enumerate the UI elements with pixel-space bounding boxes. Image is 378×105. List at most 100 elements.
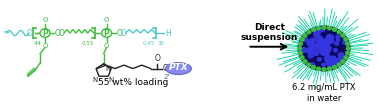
Circle shape	[320, 50, 327, 55]
Circle shape	[327, 36, 333, 41]
Circle shape	[319, 47, 325, 52]
Circle shape	[326, 59, 333, 65]
Circle shape	[303, 34, 307, 37]
Text: P: P	[104, 29, 110, 38]
Circle shape	[346, 42, 350, 45]
Text: 0.45: 0.45	[143, 41, 155, 46]
Circle shape	[301, 36, 307, 42]
Circle shape	[298, 42, 302, 45]
Text: Direct
suspension: Direct suspension	[241, 23, 298, 42]
Circle shape	[317, 39, 323, 45]
Circle shape	[307, 49, 312, 53]
Circle shape	[316, 45, 321, 49]
Circle shape	[310, 63, 314, 67]
Circle shape	[303, 60, 307, 63]
Circle shape	[320, 48, 325, 53]
Circle shape	[298, 47, 302, 50]
Circle shape	[342, 41, 346, 44]
Text: O: O	[55, 29, 61, 38]
Circle shape	[326, 46, 330, 49]
Circle shape	[300, 56, 304, 59]
Circle shape	[314, 51, 319, 56]
Circle shape	[336, 39, 340, 42]
Circle shape	[307, 39, 314, 46]
Circle shape	[307, 63, 311, 67]
Text: 30: 30	[157, 41, 164, 46]
Text: O: O	[163, 64, 169, 73]
Circle shape	[337, 57, 343, 62]
Circle shape	[323, 48, 329, 53]
Circle shape	[326, 34, 334, 41]
Text: O: O	[59, 29, 65, 38]
Circle shape	[314, 45, 319, 50]
Circle shape	[327, 47, 331, 50]
Circle shape	[346, 47, 350, 50]
Circle shape	[316, 36, 323, 42]
Circle shape	[322, 49, 327, 54]
Circle shape	[325, 52, 329, 56]
Circle shape	[321, 48, 324, 52]
Circle shape	[311, 28, 315, 31]
Circle shape	[322, 41, 327, 46]
Text: O: O	[42, 17, 48, 23]
Circle shape	[323, 46, 331, 53]
Text: 2': 2'	[164, 74, 170, 80]
Circle shape	[327, 26, 332, 30]
Circle shape	[318, 58, 321, 61]
Circle shape	[298, 26, 350, 71]
Circle shape	[331, 61, 335, 64]
Circle shape	[341, 60, 345, 63]
Circle shape	[336, 35, 340, 38]
Text: O: O	[121, 29, 126, 38]
Circle shape	[323, 47, 327, 51]
Text: N: N	[93, 77, 98, 83]
Text: PTX: PTX	[169, 63, 188, 72]
Text: O: O	[155, 54, 161, 63]
Circle shape	[333, 66, 336, 69]
Text: O: O	[26, 29, 32, 38]
Circle shape	[316, 43, 321, 47]
Circle shape	[337, 30, 341, 34]
Text: 44: 44	[34, 41, 42, 46]
Circle shape	[337, 63, 341, 67]
Circle shape	[308, 54, 313, 58]
Circle shape	[333, 28, 336, 31]
Circle shape	[327, 67, 332, 71]
Circle shape	[341, 34, 345, 37]
Circle shape	[322, 39, 327, 43]
Circle shape	[317, 26, 321, 30]
Circle shape	[322, 26, 326, 29]
Circle shape	[311, 66, 315, 69]
Circle shape	[338, 53, 344, 57]
Ellipse shape	[166, 63, 191, 75]
Text: H: H	[165, 29, 171, 38]
Text: 0.55: 0.55	[81, 41, 94, 46]
Circle shape	[325, 48, 330, 52]
Text: N: N	[108, 77, 113, 83]
Circle shape	[318, 46, 325, 52]
Text: O: O	[104, 17, 109, 23]
Text: ~: ~	[3, 28, 11, 38]
Circle shape	[300, 38, 304, 41]
Text: 55 wt% loading: 55 wt% loading	[98, 78, 169, 87]
Circle shape	[344, 56, 348, 59]
Circle shape	[335, 42, 338, 45]
Circle shape	[328, 65, 332, 68]
Circle shape	[327, 61, 333, 66]
Circle shape	[319, 44, 326, 50]
Text: O: O	[116, 29, 122, 38]
Text: N: N	[105, 66, 110, 72]
Circle shape	[332, 60, 339, 67]
Circle shape	[302, 48, 307, 52]
Circle shape	[314, 27, 321, 33]
Circle shape	[324, 45, 327, 48]
Circle shape	[323, 40, 330, 46]
Circle shape	[314, 32, 320, 37]
Text: 6.2 mg/mL PTX
in water: 6.2 mg/mL PTX in water	[292, 83, 356, 103]
Circle shape	[320, 28, 324, 31]
Circle shape	[307, 30, 311, 34]
Circle shape	[322, 68, 326, 71]
Circle shape	[328, 39, 334, 43]
Circle shape	[325, 57, 332, 63]
Circle shape	[309, 43, 316, 49]
